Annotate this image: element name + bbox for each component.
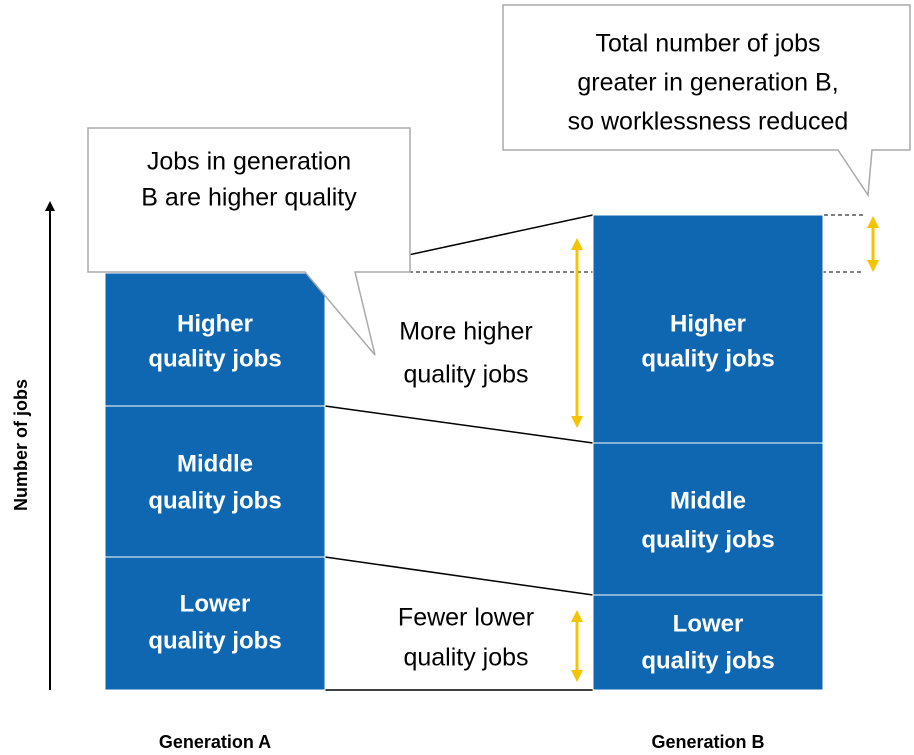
- annotation: More higher: [399, 318, 532, 346]
- segment-label: quality jobs: [641, 526, 774, 553]
- segment-label: Higher: [670, 310, 746, 337]
- callout-text: greater in generation B,: [577, 69, 838, 97]
- callout: [502, 4, 911, 198]
- segment-label: Middle: [177, 450, 253, 477]
- annotation: Fewer lower: [398, 604, 534, 632]
- column-b: [592, 214, 824, 691]
- column-label: Generation A: [159, 732, 271, 752]
- segment-label: Higher: [177, 310, 253, 337]
- segment-label: quality jobs: [641, 647, 774, 674]
- callout-text: so worklessness reduced: [568, 108, 849, 136]
- column-a: [104, 272, 326, 691]
- annotation: quality jobs: [403, 644, 528, 672]
- yellow-arrows: [571, 216, 879, 682]
- callout-text: B are higher quality: [141, 184, 357, 212]
- annotation: quality jobs: [403, 361, 528, 389]
- axis-label: Number of jobs: [11, 379, 31, 511]
- segment-label: quality jobs: [641, 345, 774, 372]
- segment-label: Lower: [673, 610, 744, 637]
- segment-label: quality jobs: [148, 345, 281, 372]
- segment-label: quality jobs: [148, 627, 281, 654]
- segment-label: quality jobs: [148, 487, 281, 514]
- callout-text: Jobs in generation: [147, 148, 351, 176]
- column-label: Generation B: [651, 732, 764, 752]
- callout: [87, 127, 411, 356]
- segment-label: Middle: [670, 487, 746, 514]
- callout-text: Total number of jobs: [595, 30, 820, 58]
- segment-label: Lower: [180, 590, 251, 617]
